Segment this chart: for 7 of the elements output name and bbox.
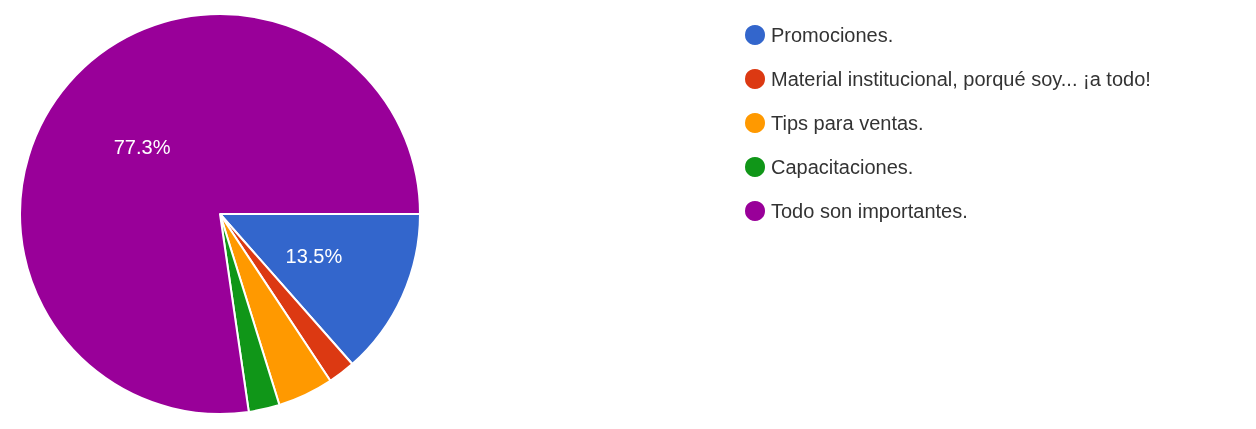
legend-label: Todo son importantes. [771,200,968,222]
data-label: 77.3% [113,135,171,158]
legend-label: Promociones. [771,24,894,46]
legend-label: Material institucional, porqué soy... ¡a todo! [771,68,1151,90]
legend-label: Tips para ventas. [771,112,924,134]
data-label: 13.5% [285,245,343,268]
legend-label: Capacitaciones. [771,156,914,178]
